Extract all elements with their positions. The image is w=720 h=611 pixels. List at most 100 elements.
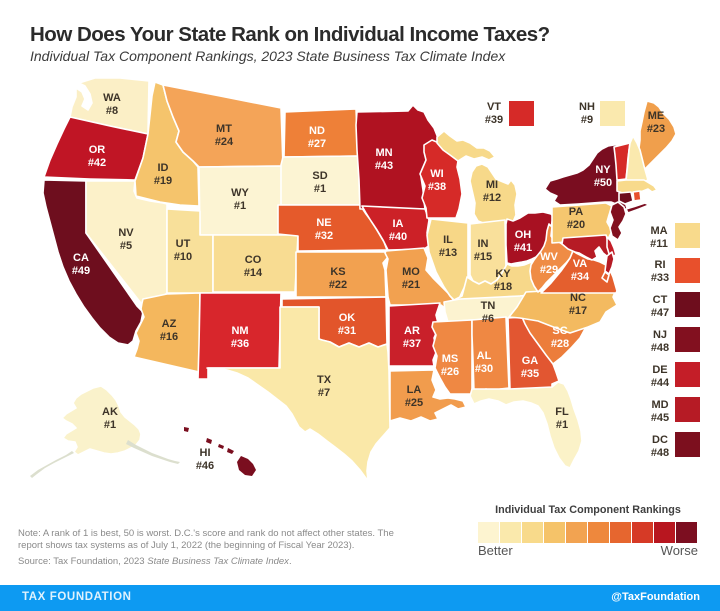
svg-text:#1: #1 [314, 183, 326, 195]
svg-text:#44: #44 [651, 377, 670, 389]
svg-text:AL: AL [477, 350, 492, 362]
svg-text:#39: #39 [485, 114, 503, 126]
svg-text:KS: KS [330, 266, 345, 278]
svg-text:ME: ME [648, 110, 665, 122]
svg-text:IN: IN [478, 238, 489, 250]
svg-text:#38: #38 [428, 181, 446, 193]
svg-text:OK: OK [339, 312, 356, 324]
svg-text:HI: HI [200, 447, 211, 459]
svg-text:VT: VT [487, 101, 501, 113]
svg-text:#29: #29 [540, 264, 558, 276]
svg-text:#36: #36 [231, 338, 249, 350]
svg-text:NE: NE [316, 217, 331, 229]
svg-text:#43: #43 [375, 160, 393, 172]
svg-text:IA: IA [393, 218, 404, 230]
svg-text:LA: LA [407, 384, 422, 396]
svg-text:GA: GA [522, 355, 539, 367]
svg-text:PA: PA [569, 206, 584, 218]
svg-text:#26: #26 [441, 366, 459, 378]
svg-text:#15: #15 [474, 251, 492, 263]
svg-text:#22: #22 [329, 279, 347, 291]
svg-text:CO: CO [245, 254, 262, 266]
svg-text:NM: NM [231, 325, 248, 337]
svg-text:Worse: Worse [661, 543, 698, 558]
svg-text:WA: WA [103, 92, 121, 104]
svg-text:#48: #48 [651, 447, 669, 459]
svg-text:DE: DE [652, 364, 667, 376]
svg-text:IL: IL [443, 234, 453, 246]
svg-text:MO: MO [402, 266, 420, 278]
svg-text:#10: #10 [174, 251, 192, 263]
svg-text:KY: KY [495, 268, 511, 280]
svg-text:MN: MN [375, 147, 392, 159]
svg-text:#13: #13 [439, 247, 457, 259]
svg-text:NJ: NJ [653, 329, 667, 341]
svg-text:ND: ND [309, 125, 325, 137]
svg-text:#49: #49 [72, 265, 90, 277]
svg-text:OR: OR [89, 144, 106, 156]
svg-text:#1: #1 [234, 200, 246, 212]
svg-text:ID: ID [158, 162, 169, 174]
svg-text:#28: #28 [551, 338, 569, 350]
svg-text:#41: #41 [514, 242, 532, 254]
svg-text:MD: MD [651, 399, 668, 411]
svg-text:#48: #48 [651, 342, 669, 354]
svg-text:#1: #1 [556, 419, 568, 431]
svg-text:MT: MT [216, 123, 232, 135]
svg-text:AR: AR [404, 325, 420, 337]
svg-text:#42: #42 [88, 157, 106, 169]
svg-text:#23: #23 [647, 123, 665, 135]
svg-text:VA: VA [573, 258, 588, 270]
svg-text:#24: #24 [215, 136, 234, 148]
svg-text:TN: TN [481, 300, 496, 312]
svg-text:DC: DC [652, 434, 668, 446]
svg-text:#25: #25 [405, 397, 423, 409]
svg-text:NC: NC [570, 292, 586, 304]
svg-text:#30: #30 [475, 363, 493, 375]
svg-text:AK: AK [102, 406, 118, 418]
svg-text:NH: NH [579, 101, 595, 113]
svg-text:#7: #7 [318, 387, 330, 399]
svg-text:#35: #35 [521, 368, 539, 380]
svg-text:WY: WY [231, 187, 249, 199]
svg-text:MS: MS [442, 353, 459, 365]
svg-text:#47: #47 [651, 307, 669, 319]
svg-text:#46: #46 [196, 460, 214, 472]
svg-text:FL: FL [555, 406, 569, 418]
svg-text:#12: #12 [483, 192, 501, 204]
svg-text:#45: #45 [651, 412, 669, 424]
svg-text:WV: WV [540, 251, 558, 263]
svg-text:Better: Better [478, 543, 513, 558]
svg-text:SD: SD [312, 170, 327, 182]
svg-text:#19: #19 [154, 175, 172, 187]
svg-text:CT: CT [653, 294, 668, 306]
svg-text:MA: MA [650, 225, 667, 237]
svg-text:TX: TX [317, 374, 332, 386]
svg-text:WI: WI [430, 168, 443, 180]
svg-text:#40: #40 [389, 231, 407, 243]
svg-text:#1: #1 [104, 419, 116, 431]
svg-text:#17: #17 [569, 305, 587, 317]
svg-text:#5: #5 [120, 240, 132, 252]
svg-text:#6: #6 [482, 313, 494, 325]
svg-text:#18: #18 [494, 281, 512, 293]
svg-text:OH: OH [515, 229, 532, 241]
svg-text:MI: MI [486, 179, 498, 191]
svg-text:#34: #34 [571, 271, 590, 283]
svg-text:#32: #32 [315, 230, 333, 242]
svg-text:#37: #37 [403, 338, 421, 350]
svg-text:SC: SC [552, 325, 567, 337]
svg-text:NY: NY [595, 164, 611, 176]
svg-text:AZ: AZ [162, 318, 177, 330]
svg-text:#9: #9 [581, 114, 593, 126]
svg-text:#11: #11 [650, 238, 668, 250]
svg-text:UT: UT [176, 238, 191, 250]
svg-text:Individual Tax Component Ranki: Individual Tax Component Rankings [495, 504, 681, 516]
svg-text:#14: #14 [244, 267, 263, 279]
svg-text:#50: #50 [594, 177, 612, 189]
svg-text:#27: #27 [308, 138, 326, 150]
svg-text:#8: #8 [106, 105, 118, 117]
svg-text:#20: #20 [567, 219, 585, 231]
svg-text:#21: #21 [402, 279, 420, 291]
svg-text:#16: #16 [160, 331, 178, 343]
